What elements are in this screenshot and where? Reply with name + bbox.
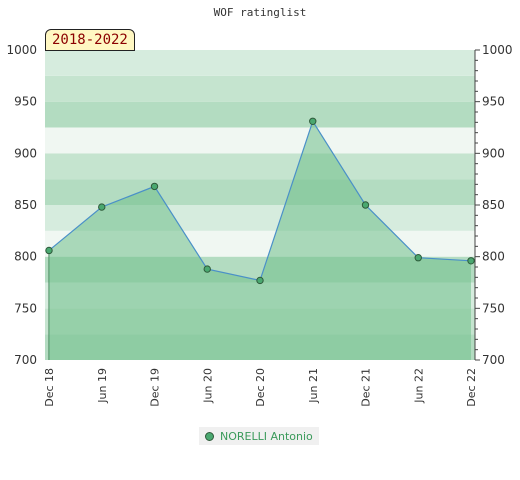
y-tick-label: 900 [14,146,37,160]
legend[interactable]: NORELLI Antonio [199,427,319,445]
y-tick-label: 850 [14,198,37,212]
x-axis: Dec 18 Jun 19 Dec 19 Jun 20 Dec 20 Jun 21 Dec … [43,368,478,407]
y-tick-label: 950 [14,95,37,109]
legend-label: NORELLI Antonio [220,429,313,443]
x-tick-label: Jun 22 [412,368,425,404]
x-tick-label: Dec 19 [149,368,162,407]
x-tick-label: Dec 22 [465,368,478,407]
x-tick-label: Jun 21 [307,368,320,404]
y-tick-label: 800 [14,250,37,264]
y-tick-label: 800 [482,250,505,264]
data-point [45,246,53,255]
y-tick-label: 950 [482,95,505,109]
background-band [45,75,475,102]
data-point [309,117,317,126]
data-points [45,117,475,285]
data-point [150,182,159,191]
data-point [467,257,475,265]
background-band [45,127,475,154]
x-tick-label: Dec 21 [360,368,373,407]
series-area [49,121,471,360]
background-band [45,101,475,128]
y-tick-label: 700 [482,353,505,367]
chart-title: WOF ratinglist [213,6,307,19]
x-tick-label: Jun 20 [201,368,214,404]
legend-marker-icon [205,431,214,441]
data-point [414,254,422,262]
y-tick-label: 750 [14,301,37,315]
data-point [203,265,211,273]
y-axis-left: 700 750 800 850 900 950 1000 [6,43,37,367]
y-tick-label: 750 [482,301,505,315]
y-axis-right: 700 750 800 850 900 950 1000 [482,43,513,367]
data-point [98,203,106,211]
period-badge: 2018-2022 [45,29,135,51]
background-band [45,153,475,180]
y-tick-label: 700 [14,353,37,367]
background-band [45,179,475,205]
data-point [256,276,264,285]
y-tick-label: 900 [482,146,505,160]
x-tick-label: Dec 20 [254,368,267,407]
x-tick-label: Jun 19 [96,368,109,404]
y-tick-label: 850 [482,198,505,212]
data-point [361,201,370,209]
x-tick-label: Dec 18 [43,368,56,407]
background-band [45,50,475,76]
y-tick-label: 1000 [482,43,513,57]
y-tick-label: 1000 [6,43,37,57]
